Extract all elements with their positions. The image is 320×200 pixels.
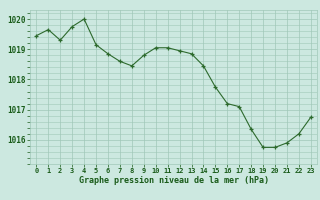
- X-axis label: Graphe pression niveau de la mer (hPa): Graphe pression niveau de la mer (hPa): [79, 176, 268, 185]
